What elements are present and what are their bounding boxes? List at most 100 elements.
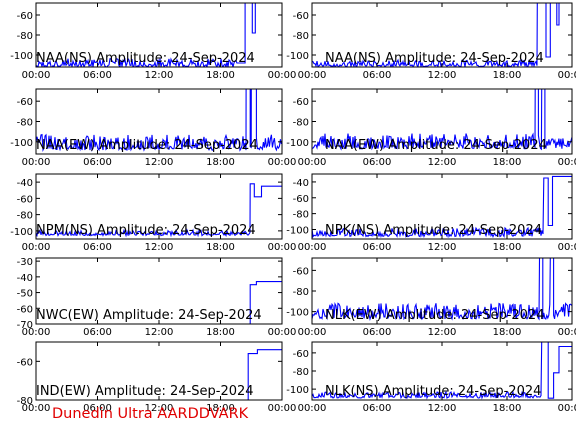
y-tick-label: -40 (17, 178, 33, 189)
y-tick-label: -70 (17, 320, 33, 331)
x-tick-label: 06:00 (83, 327, 112, 338)
x-tick-label: 06:00 (363, 242, 392, 253)
y-tick-label: -80 (17, 211, 33, 222)
x-tick-label: 18:00 (206, 403, 235, 414)
x-tick-label: 00:00 (268, 403, 297, 414)
chart-panel: -60 -80 -100 00:00 06:00 12:00 18:00 00:00 NAA(N… (10, 2, 297, 81)
chart-panel: -60 -80 -100 00:00 06:00 12:00 18:00 00:00 NAA(N… (286, 2, 576, 81)
x-tick-label: 12:00 (428, 403, 457, 414)
y-tick-label: -60 (293, 349, 309, 360)
y-tick-label: -60 (17, 97, 33, 108)
y-tick-label: -80 (17, 31, 33, 42)
x-tick-label: 18:00 (206, 70, 235, 81)
trace-line (36, 89, 282, 152)
y-tick-label: -100 (10, 138, 33, 149)
chart-panel: -60 -80 -100 00:00 06:00 12:00 18:00 00:00 NAA(E… (10, 88, 297, 168)
trace-line (36, 281, 282, 324)
y-tick-label: -40 (17, 273, 33, 284)
y-tick-label: -30 (17, 257, 33, 268)
x-tick-label: 12:00 (145, 242, 174, 253)
x-tick-label: 06:00 (363, 157, 392, 168)
y-tick-label: -100 (286, 138, 309, 149)
y-tick-label: -100 (286, 385, 309, 396)
y-tick-label: -60 (293, 266, 309, 277)
chart-title: NAA(NS) Amplitude: 24-Sep-2024 (325, 51, 544, 66)
chart-title: NAA(NS) Amplitude: 24-Sep-2024 (36, 51, 255, 66)
x-tick-label: 00:00 (22, 327, 51, 338)
footer-credit: Dunedin Ultra AARDDVARK (52, 406, 249, 422)
y-tick-label: -80 (293, 210, 309, 221)
x-tick-label: 00:00 (558, 403, 576, 414)
chart-panel: -60 -80 -100 00:00 06:00 12:00 18:00 00:00 NLK(E… (286, 257, 576, 338)
x-tick-label: 00:00 (298, 70, 327, 81)
x-tick-label: 00:00 (298, 403, 327, 414)
x-tick-label: 12:00 (145, 70, 174, 81)
x-tick-label: 18:00 (206, 157, 235, 168)
trace-line (36, 3, 282, 67)
x-tick-label: 12:00 (428, 70, 457, 81)
x-tick-label: 06:00 (363, 327, 392, 338)
chart-panel: -40 -60 -80 -100 00:00 06:00 12:00 18:00 00:00 NP… (10, 173, 297, 253)
y-tick-label: -60 (293, 97, 309, 108)
x-tick-label: 06:00 (83, 70, 112, 81)
y-tick-label: -100 (286, 51, 309, 62)
x-tick-label: 00:00 (268, 157, 297, 168)
chart-title: NAA(EW) Amplitude: 24-Sep-2024 (36, 138, 258, 153)
y-tick-label: -40 (293, 178, 309, 189)
chart-title: NLK(EW) Amplitude: 24-Sep-2024 (325, 308, 544, 323)
x-tick-label: 12:00 (428, 242, 457, 253)
x-tick-label: 06:00 (363, 403, 392, 414)
x-tick-label: 18:00 (493, 157, 522, 168)
y-tick-label: -50 (17, 289, 33, 300)
y-tick-label: -60 (293, 11, 309, 22)
x-tick-label: 12:00 (428, 157, 457, 168)
x-tick-label: 18:00 (493, 70, 522, 81)
x-tick-label: 00:00 (558, 70, 576, 81)
trace-line (312, 175, 572, 239)
y-tick-label: -80 (17, 396, 33, 407)
y-tick-label: -80 (293, 367, 309, 378)
x-tick-label: 06:00 (83, 403, 112, 414)
x-tick-label: 06:00 (363, 70, 392, 81)
chart-title: NPM(NS) Amplitude: 24-Sep-2024 (36, 223, 256, 238)
x-tick-label: 06:00 (83, 242, 112, 253)
x-tick-label: 00:00 (22, 242, 51, 253)
x-tick-label: 06:00 (83, 157, 112, 168)
chart-panel: -40 -60 -80 -100 00:00 06:00 12:00 18:00 00:00 NP… (286, 173, 576, 253)
y-tick-label: -100 (286, 225, 309, 236)
x-tick-label: 18:00 (493, 327, 522, 338)
x-tick-label: 12:00 (145, 327, 174, 338)
x-tick-label: 12:00 (145, 157, 174, 168)
x-tick-label: 00:00 (558, 242, 576, 253)
x-tick-label: 12:00 (145, 403, 174, 414)
x-tick-label: 00:00 (298, 242, 327, 253)
trace-line (312, 258, 572, 322)
trace-line (312, 89, 572, 151)
x-tick-label: 00:00 (268, 327, 297, 338)
trace-line (312, 3, 572, 67)
y-tick-label: -60 (17, 357, 33, 368)
trace-line (36, 349, 282, 400)
x-tick-label: 00:00 (558, 327, 576, 338)
y-tick-label: -100 (286, 308, 309, 319)
x-tick-label: 00:00 (268, 70, 297, 81)
y-tick-label: -80 (17, 118, 33, 129)
chart-panel: -60 -80 -100 00:00 06:00 12:00 18:00 00:00 NAA(E… (286, 88, 576, 168)
x-tick-label: 00:00 (22, 70, 51, 81)
x-tick-label: 00:00 (22, 157, 51, 168)
y-tick-label: -60 (17, 11, 33, 22)
chart-title: NAA(EW) Amplitude: 24-Sep-2024 (325, 138, 547, 153)
x-tick-label: 00:00 (558, 157, 576, 168)
x-tick-label: 12:00 (428, 327, 457, 338)
trace-line (36, 183, 282, 238)
chart-panel: -60 -80 -100 00:00 06:00 12:00 18:00 00:00 NLK(N… (286, 341, 576, 414)
chart-title: IND(EW) Amplitude: 24-Sep-2024 (36, 384, 254, 399)
x-tick-label: 00:00 (298, 157, 327, 168)
x-tick-label: 18:00 (493, 242, 522, 253)
y-tick-label: -60 (293, 194, 309, 205)
x-tick-label: 00:00 (268, 242, 297, 253)
chart-title: NLK(NS) Amplitude: 24-Sep-2024 (325, 384, 541, 399)
x-tick-label: 18:00 (493, 403, 522, 414)
